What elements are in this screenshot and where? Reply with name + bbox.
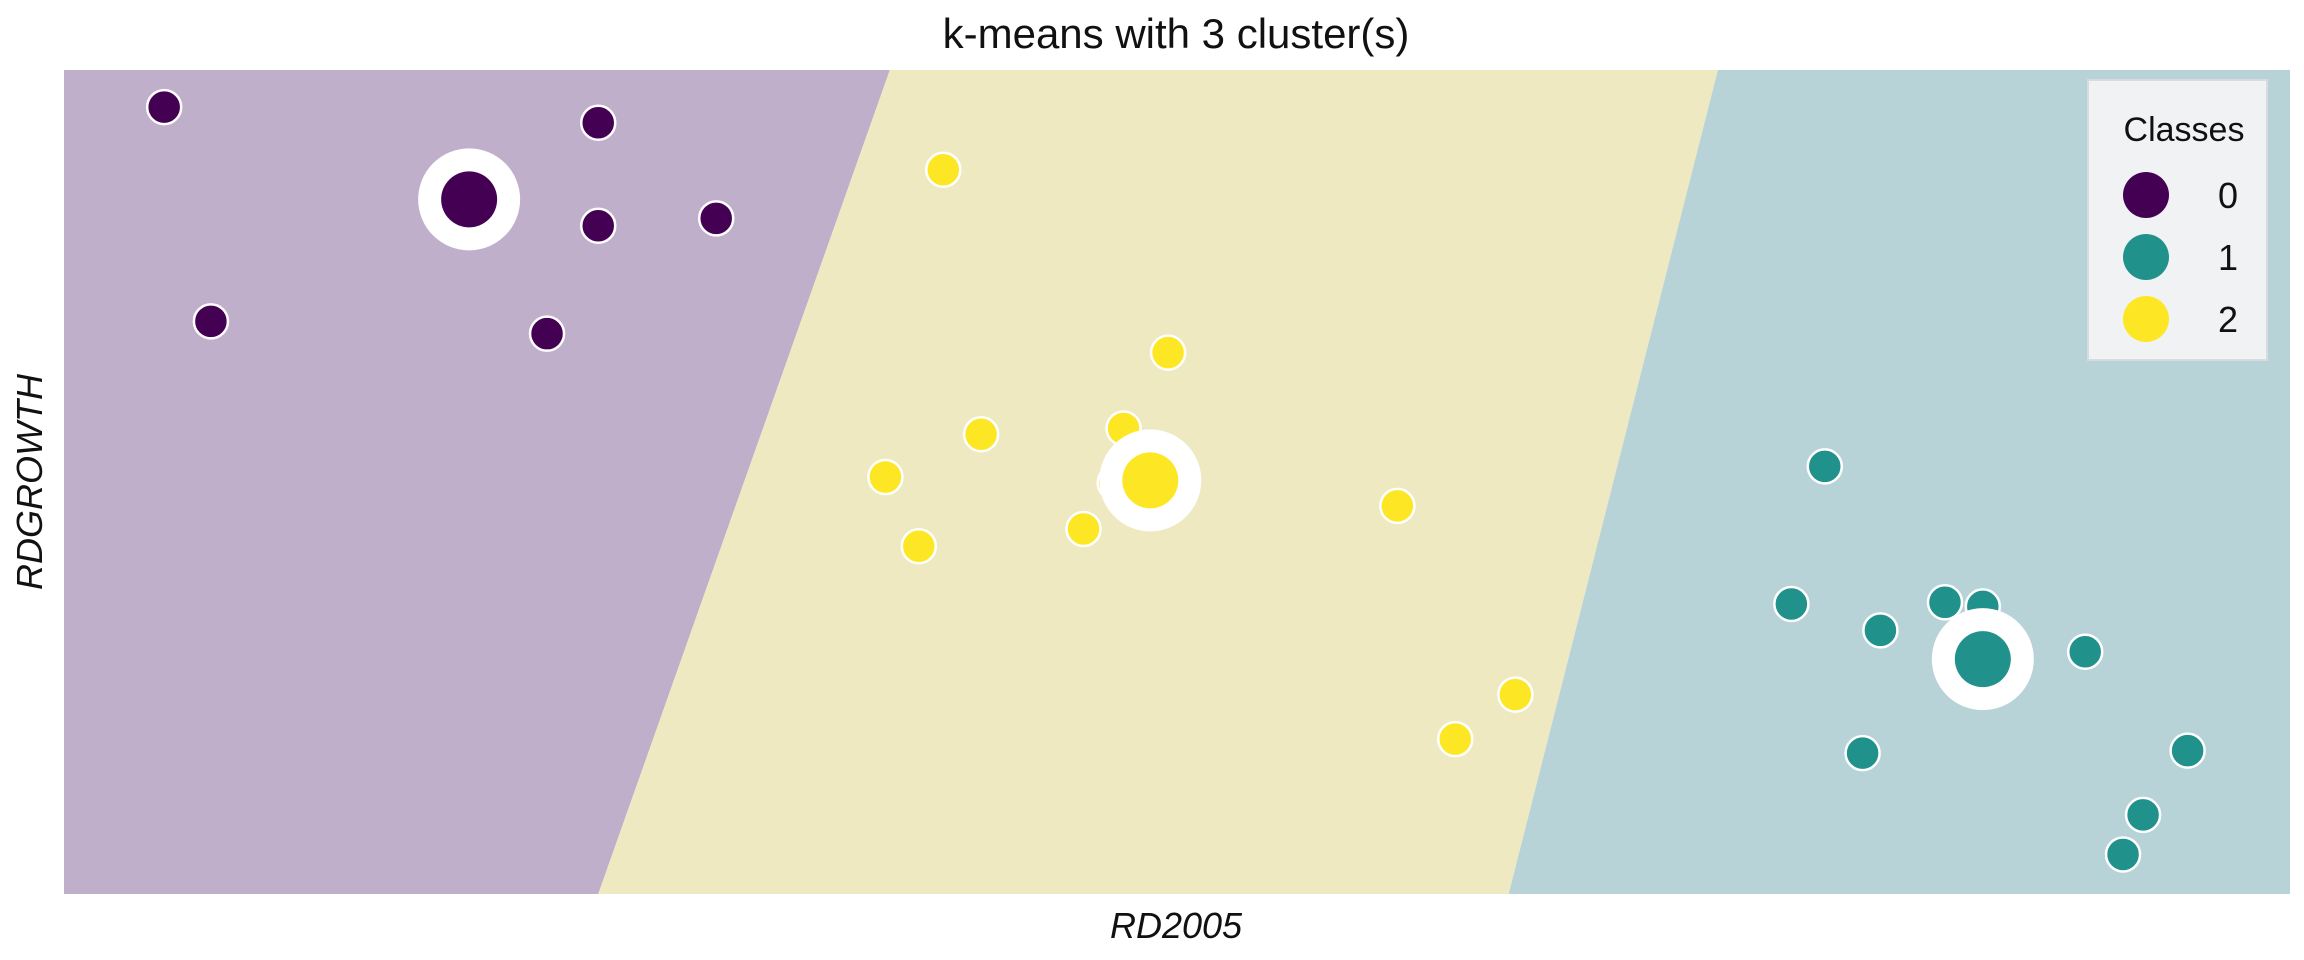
point-class-1 xyxy=(1844,734,1881,772)
chart-title: k-means with 3 cluster(s) xyxy=(943,10,1410,57)
centroid-marker xyxy=(1954,631,2011,688)
cluster-centroids xyxy=(418,148,2034,711)
region-class-0 xyxy=(64,70,890,894)
point-class-1 xyxy=(1862,612,1899,649)
point-class-2 xyxy=(1437,720,1474,758)
point-class-1 xyxy=(2104,836,2142,873)
point-class-1 xyxy=(1773,585,1810,623)
legend-marker xyxy=(2123,172,2169,218)
legend-label: 1 xyxy=(2218,237,2238,278)
legend-entry-1: 1 xyxy=(2123,234,2238,280)
y-axis-label: RDGROWTH xyxy=(9,373,50,590)
legend: Classes 0 1 2 xyxy=(2087,79,2268,361)
point-class-2 xyxy=(867,458,904,496)
point-class-2 xyxy=(925,151,962,188)
point-class-2 xyxy=(900,528,938,565)
point-class-0 xyxy=(192,303,230,340)
legend-marker xyxy=(2123,296,2169,342)
centroid-class-0 xyxy=(418,148,521,251)
point-class-0 xyxy=(579,207,617,244)
legend-label: 2 xyxy=(2218,299,2238,340)
legend-marker xyxy=(2123,234,2169,280)
point-class-0 xyxy=(145,88,183,126)
point-class-1 xyxy=(2169,732,2206,769)
point-class-2 xyxy=(1149,334,1187,371)
point-class-1 xyxy=(1926,584,1964,621)
point-class-1 xyxy=(2124,796,2162,834)
x-axis-label: RD2005 xyxy=(1110,905,1243,946)
centroid-class-1 xyxy=(1931,608,2034,711)
legend-label: 0 xyxy=(2218,175,2238,216)
centroid-marker xyxy=(441,171,498,228)
centroid-marker xyxy=(1122,452,1179,509)
point-class-0 xyxy=(697,200,735,237)
point-class-2 xyxy=(1379,487,1416,525)
point-class-2 xyxy=(1497,676,1534,713)
legend-entries: 0 1 2 xyxy=(2123,172,2238,342)
centroid-class-2 xyxy=(1099,429,1202,532)
point-class-2 xyxy=(962,415,1000,453)
point-class-2 xyxy=(1065,510,1102,548)
point-class-1 xyxy=(2066,633,2104,670)
point-class-0 xyxy=(579,104,617,141)
point-class-0 xyxy=(528,315,566,352)
legend-box xyxy=(2087,79,2268,361)
data-points xyxy=(145,88,2206,873)
legend-entry-2: 2 xyxy=(2123,296,2238,342)
point-class-1 xyxy=(1806,448,1844,485)
legend-title: Classes xyxy=(2124,111,2245,149)
legend-entry-0: 0 xyxy=(2123,172,2238,218)
